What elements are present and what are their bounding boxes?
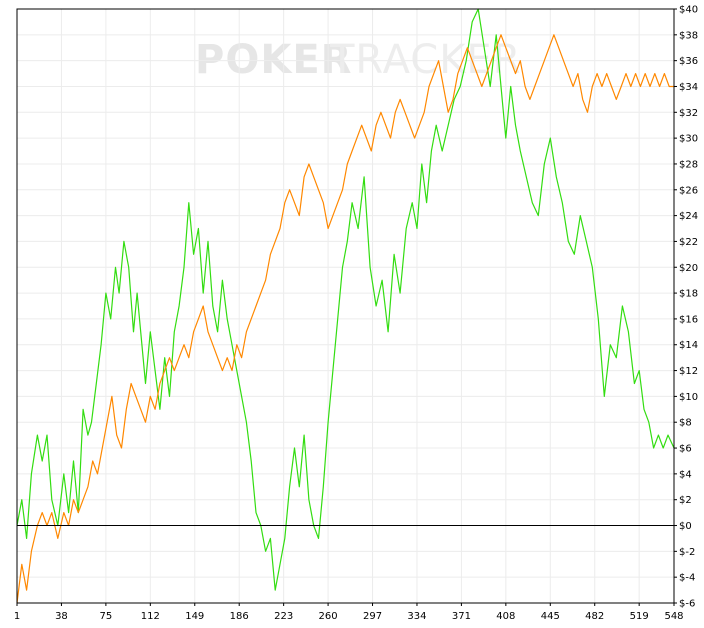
plot-frame [16, 8, 675, 604]
x-tick-label: 408 [496, 611, 515, 622]
y-tick-label: $6 [679, 444, 692, 455]
x-tick-label: 1 [14, 611, 20, 622]
x-tick-label: 297 [363, 611, 382, 622]
y-tick-label: $16 [679, 314, 698, 325]
series-line-1 [16, 8, 675, 591]
y-tick-label: $4 [679, 469, 692, 480]
y-tick-label: $26 [679, 185, 698, 196]
x-tick-label: 371 [452, 611, 471, 622]
x-tick-label: 260 [319, 611, 338, 622]
watermark-part2: TRACKER [329, 37, 522, 83]
y-tick-label: $8 [679, 418, 692, 429]
x-axis-ticks: 1 38 75 112 149 186 223 260 297 334 371 408 445 482 51… [14, 603, 684, 622]
y-tick-label: $36 [679, 56, 698, 67]
y-tick-label: $0 [679, 521, 692, 532]
y-tick-label: $-4 [679, 573, 695, 584]
watermark-part1: POKER [195, 37, 352, 83]
x-tick-label: 186 [230, 611, 249, 622]
y-tick-label: $24 [679, 211, 698, 222]
x-tick-label: 445 [541, 611, 560, 622]
series-line-2 [16, 34, 674, 604]
y-tick-label: $32 [679, 108, 698, 119]
x-tick-label: 519 [630, 611, 649, 622]
x-tick-label: 149 [185, 611, 204, 622]
x-tick-label: 38 [55, 611, 68, 622]
y-tick-label: $18 [679, 289, 698, 300]
y-tick-label: $40 [679, 5, 698, 16]
y-axis-ticks: $-6 $-4 $-2 $0 $2 $4 $6 $8 $10 $12 $14 $16 $18 $20 $22… [674, 5, 698, 610]
x-tick-label: 548 [664, 611, 683, 622]
y-tick-label: $38 [679, 30, 698, 41]
x-tick-label: 75 [100, 611, 113, 622]
x-tick-label: 334 [407, 611, 426, 622]
y-tick-label: $12 [679, 366, 698, 377]
y-tick-label: $10 [679, 392, 698, 403]
y-tick-label: $34 [679, 82, 698, 93]
y-tick-label: $14 [679, 340, 698, 351]
y-tick-label: $30 [679, 134, 698, 145]
watermark: POKER TRACKER [195, 37, 522, 83]
y-tick-label: $2 [679, 495, 692, 506]
x-tick-label: 223 [274, 611, 293, 622]
y-tick-label: $28 [679, 159, 698, 170]
y-tick-label: $-6 [679, 599, 695, 610]
x-tick-label: 482 [585, 611, 604, 622]
y-tick-label: $20 [679, 263, 698, 274]
y-tick-label: $22 [679, 237, 698, 248]
y-tick-label: $-2 [679, 547, 695, 558]
x-tick-label: 112 [141, 611, 160, 622]
grid [16, 8, 675, 604]
series-group [16, 8, 675, 604]
